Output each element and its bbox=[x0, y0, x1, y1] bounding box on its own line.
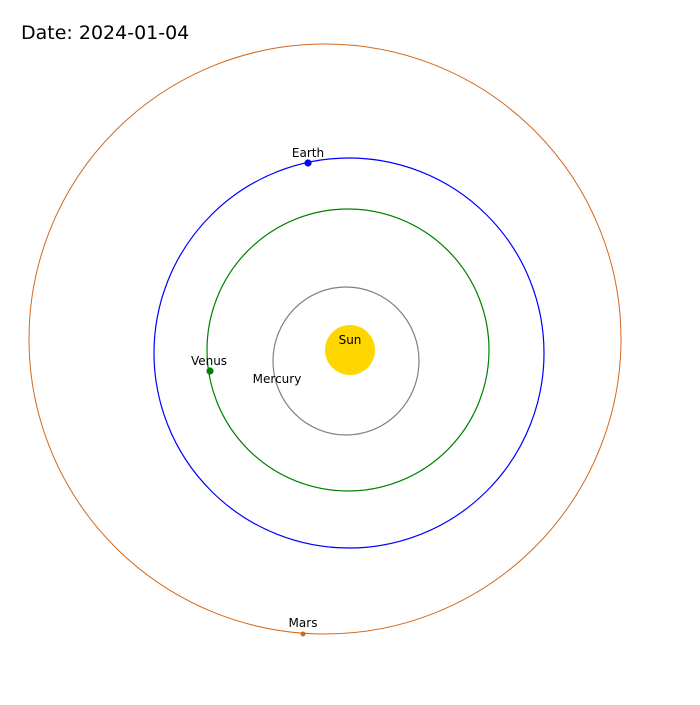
planet-dot-earth bbox=[304, 159, 312, 167]
sun bbox=[325, 325, 375, 375]
planet-label-venus: Venus bbox=[191, 354, 227, 368]
sun-label: Sun bbox=[339, 333, 362, 347]
planet-label-earth: Earth bbox=[292, 146, 324, 160]
planet-label-mercury: Mercury bbox=[253, 372, 302, 386]
planet-dot-venus bbox=[206, 367, 214, 375]
orbit-mercury bbox=[272, 286, 420, 436]
orbit-earth bbox=[153, 157, 545, 549]
orbit-venus bbox=[206, 208, 490, 492]
planet-label-mars: Mars bbox=[289, 616, 318, 630]
planet-dot-mars bbox=[300, 631, 306, 637]
orbit-mars bbox=[28, 43, 622, 635]
date-label: Date: 2024-01-04 bbox=[21, 22, 190, 44]
